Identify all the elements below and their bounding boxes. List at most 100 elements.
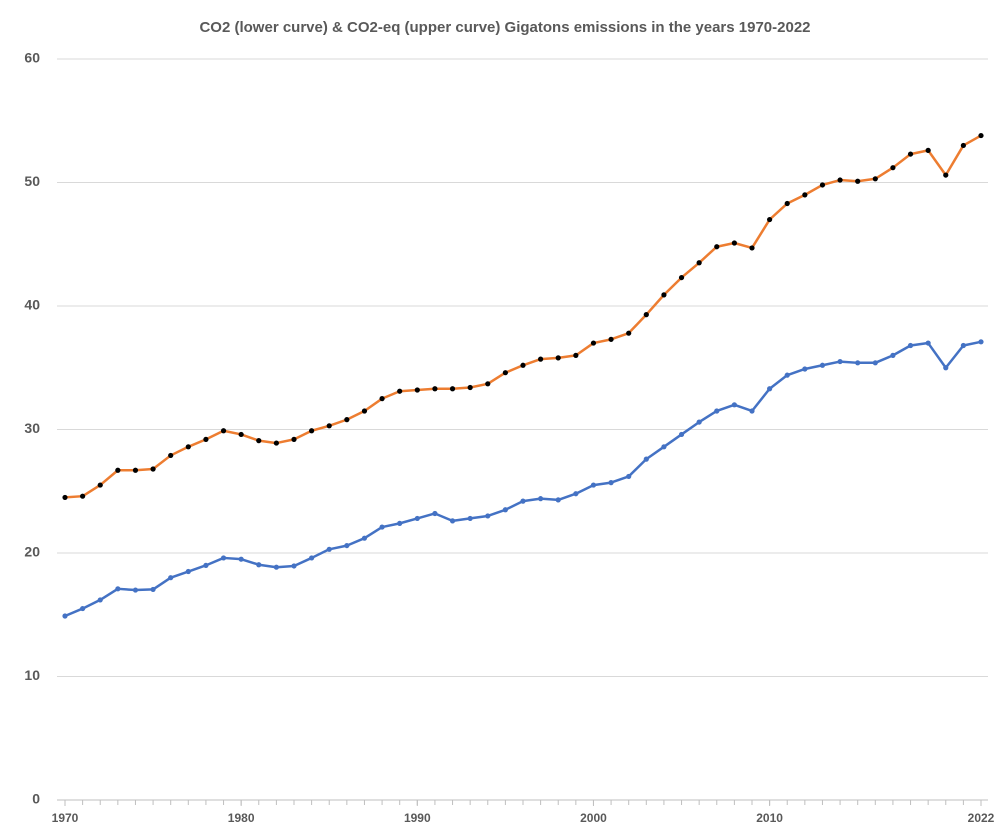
data-point	[238, 431, 244, 438]
data-point	[837, 358, 843, 365]
data-point	[855, 360, 861, 366]
data-point	[326, 423, 332, 429]
data-point	[326, 546, 332, 552]
data-point	[309, 555, 315, 561]
data-point	[80, 605, 86, 612]
data-point	[925, 340, 931, 346]
y-tick-label: 10	[24, 667, 40, 683]
data-point	[97, 482, 103, 488]
data-point	[344, 542, 350, 549]
series-line	[64, 340, 982, 618]
data-point	[731, 240, 737, 246]
data-point	[397, 520, 403, 526]
x-tick-label: 2010	[756, 811, 783, 825]
data-point	[115, 586, 121, 592]
data-point	[802, 192, 808, 198]
data-point	[943, 172, 949, 178]
data-point	[449, 518, 456, 524]
x-tick-label: 2022	[968, 811, 995, 825]
data-point	[185, 444, 191, 450]
data-point	[978, 132, 984, 139]
data-point	[414, 515, 420, 522]
data-point	[256, 438, 262, 444]
x-tick-label: 1970	[52, 811, 79, 825]
data-point	[97, 597, 103, 603]
data-point	[291, 563, 297, 569]
y-tick-label: 60	[24, 50, 40, 66]
data-point	[960, 342, 966, 349]
data-point	[361, 535, 368, 541]
data-point	[784, 200, 790, 207]
data-point	[573, 352, 579, 358]
y-tick-label: 30	[24, 420, 40, 436]
data-point	[978, 339, 984, 345]
data-point	[115, 467, 121, 473]
data-point	[749, 245, 755, 251]
data-point	[872, 360, 878, 366]
y-tick-label: 0	[32, 791, 40, 807]
data-point	[203, 562, 209, 568]
data-point	[485, 381, 491, 387]
data-point	[767, 386, 773, 392]
data-point	[520, 498, 526, 504]
data-point	[309, 428, 315, 434]
chart-title: CO2 (lower curve) & CO2-eq (upper curve)…	[199, 19, 810, 36]
data-point	[361, 408, 368, 414]
data-point	[414, 387, 420, 393]
x-tick-label: 1980	[228, 811, 255, 825]
data-point	[379, 524, 385, 530]
data-point	[678, 274, 685, 281]
data-point	[872, 176, 878, 182]
data-point	[62, 613, 68, 619]
data-point	[626, 473, 632, 480]
data-point	[907, 342, 914, 349]
data-point	[643, 312, 649, 318]
data-point	[168, 575, 174, 581]
data-point	[608, 336, 614, 342]
data-point	[344, 417, 350, 423]
data-point	[696, 260, 702, 266]
data-point	[907, 151, 914, 157]
data-point	[449, 386, 456, 392]
data-point	[960, 142, 966, 149]
data-point	[62, 494, 68, 501]
data-point	[150, 466, 156, 472]
data-point	[467, 515, 473, 522]
data-point	[379, 396, 385, 402]
data-point	[643, 456, 649, 462]
data-point	[714, 408, 720, 414]
series-line	[64, 134, 982, 499]
data-point	[397, 388, 403, 394]
data-point	[132, 587, 139, 593]
data-point	[819, 182, 826, 188]
data-point	[168, 452, 174, 459]
data-point	[749, 408, 755, 414]
data-point	[132, 467, 139, 473]
data-point	[502, 370, 508, 376]
data-point	[502, 507, 508, 513]
data-point	[661, 292, 667, 298]
data-point	[802, 366, 808, 372]
data-point	[731, 402, 737, 408]
data-point	[767, 216, 773, 223]
data-point	[678, 431, 685, 438]
data-point	[590, 482, 597, 488]
y-tick-label: 40	[24, 297, 40, 313]
data-point	[291, 436, 297, 442]
data-point	[714, 244, 720, 250]
x-tick-label: 1990	[404, 811, 431, 825]
data-point	[220, 555, 227, 561]
data-point	[273, 564, 279, 570]
data-point	[590, 340, 597, 346]
data-point	[185, 568, 191, 575]
data-point	[432, 510, 438, 517]
data-point	[432, 386, 438, 392]
data-point	[80, 493, 86, 499]
data-point	[837, 177, 843, 183]
x-tick-label: 2000	[580, 811, 607, 825]
data-point	[890, 165, 896, 171]
data-point	[256, 562, 262, 568]
data-point	[661, 444, 667, 450]
y-tick-label: 50	[24, 173, 40, 189]
